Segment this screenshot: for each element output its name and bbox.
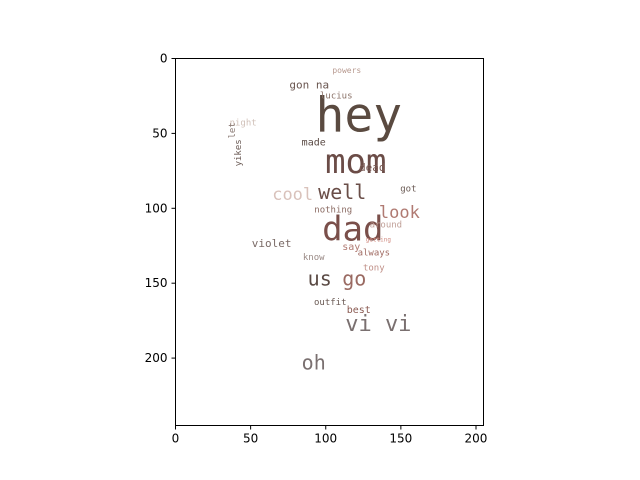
word-vi-vi: vi vi — [345, 312, 411, 337]
x-tick-label: 150 — [389, 432, 412, 446]
word-us: us — [308, 267, 332, 291]
word-nothing: nothing — [314, 205, 352, 215]
word-yikes: yikes — [234, 139, 244, 166]
word-hey: hey — [315, 87, 402, 143]
word-outfit: outfit — [314, 298, 347, 308]
x-tick-label: 100 — [314, 432, 337, 446]
word-well: well — [318, 180, 366, 204]
word-gon-na: gon na — [289, 78, 329, 91]
word-mom: mom — [325, 142, 386, 182]
word-oh: oh — [302, 351, 326, 375]
y-tick-label: 200 — [145, 351, 168, 365]
word-cool: cool — [272, 185, 313, 205]
axis-ticks: 0 50 100 150 200 0 50 100 150 200 — [145, 52, 488, 446]
word-violet: violet — [252, 237, 292, 250]
word-made: made — [302, 137, 326, 148]
word-look: look — [379, 203, 420, 223]
word-dad: dad — [322, 209, 383, 249]
word-around: around — [370, 220, 403, 230]
y-tick-label: 0 — [160, 52, 168, 66]
y-tick-label: 50 — [152, 126, 167, 140]
x-tick-label: 0 — [172, 432, 180, 446]
x-tick-label: 200 — [465, 432, 488, 446]
word-go: go — [342, 267, 366, 291]
y-tick-label: 100 — [145, 201, 168, 215]
word-best: best — [347, 305, 371, 316]
word-always: always — [358, 249, 391, 259]
word-got: got — [400, 184, 416, 194]
word-say: say — [342, 242, 360, 253]
word-powers: powers — [332, 66, 361, 75]
plot-frame — [175, 58, 484, 426]
y-tick-label: 150 — [145, 276, 168, 290]
word-night: night — [230, 118, 257, 128]
word-lucius: lucius — [320, 91, 353, 101]
x-tick-label: 50 — [243, 432, 258, 446]
word-let: let — [228, 122, 238, 138]
word-know: know — [303, 253, 325, 263]
word-tony: tony — [363, 264, 385, 274]
word-getting: getting — [366, 236, 392, 243]
word-dead: dead — [359, 161, 386, 174]
